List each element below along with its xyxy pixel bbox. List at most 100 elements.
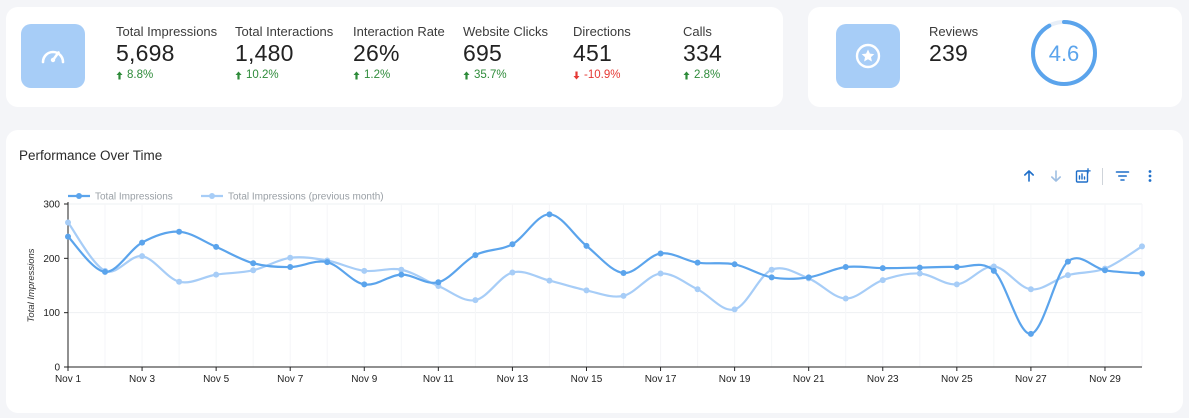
data-point-series-0 <box>435 279 442 286</box>
series-line-1 <box>67 221 1143 311</box>
data-point-series-0 <box>731 261 738 268</box>
arrow-up-icon <box>683 71 690 79</box>
filter-button[interactable] <box>1109 166 1136 186</box>
data-point-series-0 <box>842 264 849 271</box>
data-point-series-0 <box>916 264 923 271</box>
y-tick-label: 0 <box>54 363 60 374</box>
data-point-series-1 <box>1139 243 1145 250</box>
y-tick-label: 300 <box>43 200 60 211</box>
metric-delta-value: 2.8% <box>694 69 721 81</box>
x-tick-label: Nov 29 <box>1089 374 1121 385</box>
metric-delta: 10.2% <box>235 69 333 81</box>
metric-delta: 2.8% <box>683 69 722 81</box>
metric-label: Directions <box>573 24 631 39</box>
x-tick-label: Nov 3 <box>129 374 156 385</box>
metric-delta-value: 10.2% <box>246 69 279 81</box>
line-chart: 0 100 200 300 Nov 1 Nov 3 Nov 5 Nov 7 Nov 9 Nov 1… <box>26 192 1145 385</box>
x-tick-label: Nov 7 <box>277 374 304 385</box>
more-vertical-icon <box>1148 170 1151 182</box>
data-point-series-0 <box>324 259 331 266</box>
metric-delta: 8.8% <box>116 69 217 81</box>
data-point-series-0 <box>694 259 701 266</box>
explore-chart-button[interactable] <box>1069 166 1096 186</box>
sort-ascending-button[interactable] <box>1015 166 1042 186</box>
x-tick-label: Nov 13 <box>497 374 529 385</box>
data-point-series-0 <box>990 267 997 274</box>
x-tick-label: Nov 17 <box>645 374 677 385</box>
legend-label: Total Impressions <box>95 192 173 203</box>
metric-delta: -10.9% <box>573 69 631 81</box>
data-point-series-1 <box>250 267 257 274</box>
data-point-series-1 <box>139 253 146 260</box>
data-point-series-0 <box>1139 270 1145 277</box>
data-point-series-1 <box>657 270 664 277</box>
more-options-button[interactable] <box>1136 166 1163 186</box>
metric-value: 26% <box>353 40 400 66</box>
metric-value: 695 <box>463 40 502 66</box>
reviews-value: 239 <box>929 40 968 66</box>
sort-descending-button[interactable] <box>1042 166 1069 186</box>
rating-ring: 4.6 <box>1031 20 1097 86</box>
metric-total-impressions: Total Impressions 5,698 8.8% <box>116 24 217 81</box>
arrow-down-icon <box>1050 170 1061 182</box>
metric-delta-value: -10.9% <box>584 69 621 81</box>
data-point-series-0 <box>250 260 257 267</box>
reviews-label: Reviews <box>929 24 979 39</box>
metric-total-interactions: Total Interactions 1,480 10.2% <box>235 24 333 81</box>
data-point-series-1 <box>176 278 183 285</box>
metric-label: Calls <box>683 24 712 39</box>
data-point-series-0 <box>102 268 109 275</box>
data-point-series-1 <box>879 277 886 284</box>
x-tick-label: Nov 1 <box>55 374 82 385</box>
data-point-series-0 <box>65 233 71 240</box>
data-point-series-1 <box>509 269 516 276</box>
arrow-up-icon <box>1023 170 1034 182</box>
data-point-series-1 <box>768 266 775 273</box>
x-tick-label: Nov 21 <box>793 374 825 385</box>
data-point-series-0 <box>768 274 775 281</box>
data-point-series-0 <box>1064 258 1071 265</box>
data-point-series-0 <box>287 264 294 271</box>
data-point-series-1 <box>472 297 479 304</box>
data-point-series-1 <box>583 287 590 294</box>
metric-label: Website Clicks <box>463 24 549 39</box>
legend-label: Total Impressions (previous month) <box>228 192 384 203</box>
filter-icon <box>1115 171 1130 181</box>
x-tick-label: Nov 5 <box>203 374 230 385</box>
data-point-series-0 <box>1027 330 1034 337</box>
y-tick-label: 200 <box>43 254 60 265</box>
metric-delta: 35.7% <box>463 69 548 81</box>
data-point-series-1 <box>731 306 738 313</box>
x-tick-label: Nov 19 <box>719 374 751 385</box>
rating-arc <box>1031 20 1097 86</box>
data-point-series-0 <box>546 211 553 218</box>
reviews-card: Reviews 239 4.6 <box>808 7 1182 107</box>
speedometer-icon <box>21 24 85 88</box>
data-point-series-0 <box>509 241 516 248</box>
data-point-series-1 <box>916 270 923 277</box>
toolbar-divider <box>1102 167 1103 185</box>
data-point-series-1 <box>620 292 627 299</box>
data-point-series-1 <box>213 271 220 278</box>
metric-label: Total Impressions <box>116 24 218 39</box>
data-point-series-1 <box>1064 272 1071 279</box>
data-point-series-1 <box>842 295 849 302</box>
arrow-down-icon <box>573 71 580 79</box>
performance-chart-card: Performance Over Time <box>6 130 1183 413</box>
x-tick-label: Nov 11 <box>423 374 454 385</box>
data-point-series-1 <box>546 277 553 284</box>
data-point-series-0 <box>879 265 886 272</box>
data-point-series-1 <box>361 267 368 274</box>
x-tick-label: Nov 23 <box>867 374 899 385</box>
data-point-series-0 <box>398 271 405 278</box>
metric-interaction-rate: Interaction Rate 26% 1.2% <box>353 24 445 81</box>
data-point-series-1 <box>953 281 960 288</box>
metric-delta-value: 1.2% <box>364 69 391 81</box>
data-point-series-0 <box>620 270 627 277</box>
data-point-series-0 <box>213 243 220 250</box>
metric-label: Interaction Rate <box>353 24 445 39</box>
data-point-series-0 <box>1101 267 1108 274</box>
metric-directions: Directions 451 -10.9% <box>573 24 631 81</box>
x-tick-label: Nov 15 <box>571 374 603 385</box>
data-point-series-1 <box>990 263 997 270</box>
